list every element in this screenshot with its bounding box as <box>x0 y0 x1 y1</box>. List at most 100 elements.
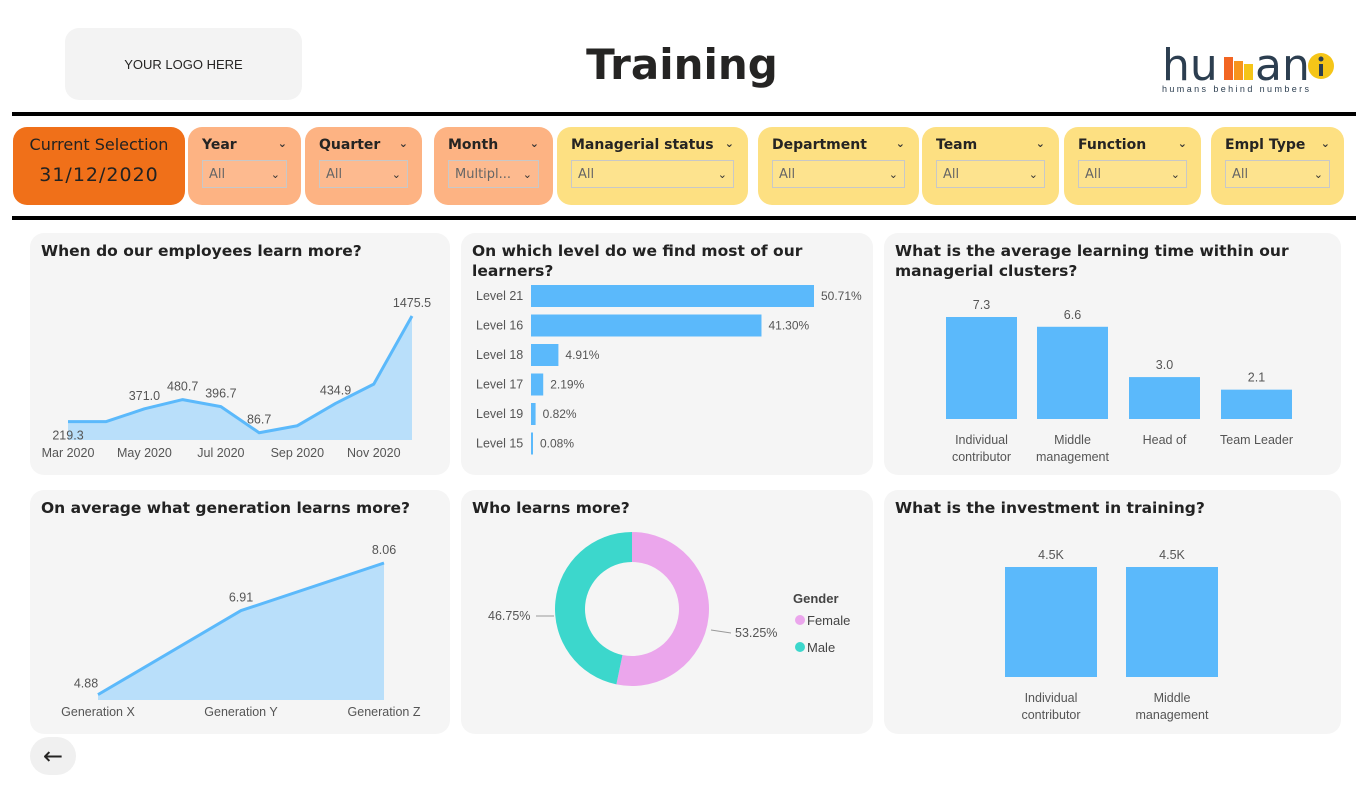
chart-title: On average what generation learns more? <box>41 499 411 517</box>
slicer-label: Function <box>1078 137 1147 153</box>
chevron-down-icon[interactable]: ⌄ <box>1177 137 1187 150</box>
slicer-dropdown[interactable]: All ⌄ <box>319 160 408 188</box>
slicer-department[interactable]: Department ⌄ All ⌄ <box>758 127 919 205</box>
data-label: 0.82% <box>543 407 577 421</box>
legend-label: Male <box>807 640 835 655</box>
category-label: Individual <box>955 433 1008 447</box>
page-title: Training <box>586 40 778 89</box>
chart-title: What is the investment in training? <box>895 499 1205 517</box>
x-tick-label: Mar 2020 <box>42 446 95 460</box>
slicer-function[interactable]: Function ⌄ All ⌄ <box>1064 127 1201 205</box>
chevron-down-icon[interactable]: ⌄ <box>398 137 408 150</box>
bar <box>531 373 544 396</box>
slicer-label: Month <box>448 137 499 153</box>
slicer-value: All <box>1085 166 1102 182</box>
category-label: Level 15 <box>476 437 523 451</box>
chevron-down-icon[interactable]: ⌄ <box>529 137 539 150</box>
bar-chart-managerial: 7.3 Individual contributor 6.6 Middle managem… <box>946 298 1293 464</box>
data-label: 396.7 <box>205 387 236 401</box>
bar <box>1005 567 1097 677</box>
chevron-down-icon[interactable]: ⌄ <box>1320 137 1330 150</box>
slicer-dropdown[interactable]: All ⌄ <box>202 160 287 188</box>
data-label: 41.30% <box>768 319 809 333</box>
slicer-dropdown[interactable]: All ⌄ <box>1078 160 1187 188</box>
slicer-label: Managerial status <box>571 137 714 153</box>
x-tick-label: Jul 2020 <box>197 446 244 460</box>
category-label: Level 16 <box>476 319 523 333</box>
bar <box>531 285 814 307</box>
arrow-left-icon: ← <box>42 742 64 770</box>
chevron-down-icon[interactable]: ⌄ <box>724 137 734 150</box>
bar <box>1129 377 1200 419</box>
data-label: 7.3 <box>973 298 990 312</box>
divider-top <box>12 112 1356 116</box>
data-label: 434.9 <box>320 383 351 397</box>
data-label: 86.7 <box>247 413 271 427</box>
back-button[interactable]: ← <box>30 737 76 775</box>
x-tick-label: Generation Z <box>348 705 421 719</box>
svg-text:an: an <box>1255 40 1310 91</box>
slicer-label: Year <box>202 137 237 153</box>
slicer-value: Multipl... <box>455 166 512 182</box>
data-label: 1475.5 <box>393 296 431 310</box>
chevron-down-icon: ⌄ <box>888 167 898 181</box>
slicer-team[interactable]: Team ⌄ All ⌄ <box>922 127 1059 205</box>
slicer-dropdown[interactable]: All ⌄ <box>772 160 905 188</box>
category-label: Level 18 <box>476 348 523 362</box>
data-label: 219.3 <box>52 429 83 443</box>
category-label: Level 17 <box>476 378 523 392</box>
divider-bottom <box>12 216 1356 220</box>
category-label: contributor <box>952 450 1011 464</box>
chevron-down-icon[interactable]: ⌄ <box>277 137 287 150</box>
logo-placeholder: YOUR LOGO HERE <box>65 28 302 100</box>
svg-text:hu: hu <box>1162 40 1218 91</box>
data-label: 2.19% <box>550 378 584 392</box>
slicer-dropdown[interactable]: Multipl... ⌄ <box>448 160 539 188</box>
bar <box>946 317 1017 419</box>
series-line <box>97 561 385 696</box>
humano-logo: hu an humans behind numbers <box>1162 40 1337 95</box>
x-tick-label: Generation X <box>61 705 135 719</box>
legend-marker <box>795 615 805 625</box>
category-label: Middle <box>1054 433 1091 447</box>
card-generation: On average what generation learns more? 4… <box>30 490 450 734</box>
slicer-year[interactable]: Year ⌄ All ⌄ <box>188 127 301 205</box>
bar <box>531 403 536 425</box>
bar <box>1126 567 1218 677</box>
category-label: Individual <box>1025 691 1078 705</box>
bar-chart-levels: Level 21 50.71% Level 16 41.30% Level 18 4.91… <box>476 285 862 455</box>
current-selection-card: Current Selection 31/12/2020 <box>13 127 185 205</box>
area-chart-generation: 4.88 6.91 8.06 Generation X Generation Y Gene… <box>61 543 421 719</box>
slicer-quarter[interactable]: Quarter ⌄ All ⌄ <box>305 127 422 205</box>
chevron-down-icon[interactable]: ⌄ <box>1035 137 1045 150</box>
chevron-down-icon: ⌄ <box>522 167 532 181</box>
slicer-managerial-status[interactable]: Managerial status ⌄ All ⌄ <box>557 127 748 205</box>
donut-chart-gender: Female Male Gender 53.25% 46.75% <box>488 532 850 686</box>
area-fill <box>68 316 412 440</box>
category-label: Level 21 <box>476 289 523 303</box>
data-label: 50.71% <box>821 289 862 303</box>
slicer-label: Team <box>936 137 978 153</box>
data-label: 8.06 <box>372 543 396 557</box>
legend-label: Female <box>807 613 850 628</box>
slicer-empl-type[interactable]: Empl Type ⌄ All ⌄ <box>1211 127 1344 205</box>
legend-marker <box>795 642 805 652</box>
bar <box>531 314 762 337</box>
slicer-label: Quarter <box>319 137 381 153</box>
slicer-value: All <box>779 166 796 182</box>
svg-text:humans behind numbers: humans behind numbers <box>1162 84 1311 94</box>
category-label: Team Leader <box>1220 433 1293 447</box>
chart-title: On which level do we find most of our le… <box>472 242 803 280</box>
data-label: 4.91% <box>565 348 599 362</box>
chevron-down-icon[interactable]: ⌄ <box>895 137 905 150</box>
slicer-dropdown[interactable]: All ⌄ <box>936 160 1045 188</box>
data-label: 4.5K <box>1159 548 1185 562</box>
slicer-dropdown[interactable]: All ⌄ <box>571 160 734 188</box>
logo-placeholder-text: YOUR LOGO HERE <box>124 56 243 72</box>
chevron-down-icon: ⌄ <box>391 167 401 181</box>
slicer-month[interactable]: Month ⌄ Multipl... ⌄ <box>434 127 553 205</box>
slicer-dropdown[interactable]: All ⌄ <box>1225 160 1330 188</box>
category-label: Level 19 <box>476 407 523 421</box>
x-tick-label: Generation Y <box>204 705 278 719</box>
chart-title: When do our employees learn more? <box>41 242 362 260</box>
